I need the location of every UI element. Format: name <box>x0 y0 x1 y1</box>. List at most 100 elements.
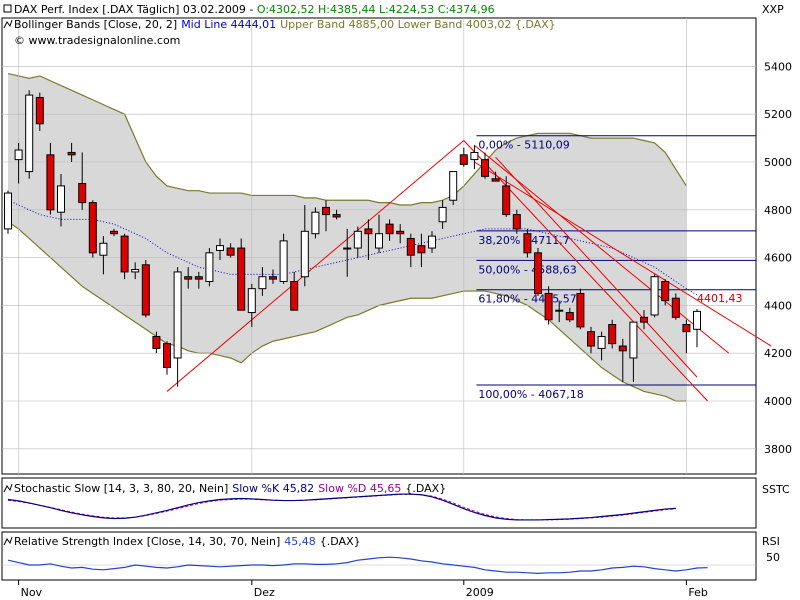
candle-body <box>205 252 214 283</box>
candle-body <box>25 94 34 173</box>
stochastic-panel-frame <box>1 477 757 529</box>
candle-body <box>406 237 415 256</box>
candle-body <box>173 271 182 359</box>
candle-body <box>322 206 330 216</box>
main-panel-frame <box>1 17 757 475</box>
trend-line <box>495 156 698 378</box>
candle-body <box>428 235 436 249</box>
candle-body <box>343 247 352 250</box>
candle-body <box>4 192 12 230</box>
copyright-line: © www.tradesignalonline.com <box>14 34 180 47</box>
candle-body <box>152 335 161 349</box>
candle-body <box>226 247 235 256</box>
candle-body <box>650 276 659 316</box>
price-axis: 5400 5200 5000 4800 4600 4400 4200 4000 3800 <box>764 60 792 455</box>
rsi-icon <box>3 536 13 546</box>
date-tick-label: Nov <box>21 586 43 599</box>
date-tick-label: Dez <box>254 586 275 599</box>
candle-body <box>682 324 691 333</box>
candle-body <box>247 288 256 314</box>
rsi-tick-50: 50 <box>766 551 780 564</box>
stochastic-legend: Stochastic Slow [14, 3, 3, 80, 20, Nein]… <box>14 482 446 495</box>
price-tick-label: 3800 <box>764 443 792 456</box>
date-tick-label: Feb <box>688 586 707 599</box>
candle-body <box>332 214 341 218</box>
candle-body <box>279 240 288 282</box>
candle-body <box>163 343 171 369</box>
candle-body <box>597 335 606 349</box>
candle-body <box>544 292 553 321</box>
symbol-label: XXP <box>762 3 784 16</box>
rsi-panel-frame <box>1 531 757 581</box>
candle-body <box>67 151 76 156</box>
candle-body <box>46 154 55 211</box>
price-tick-label: 4000 <box>764 395 792 408</box>
rsi-plot <box>2 556 756 575</box>
candle-body <box>438 206 447 223</box>
candle-body <box>629 321 638 359</box>
candle-body <box>671 297 680 318</box>
candle-body <box>576 292 585 328</box>
date-tick-label: 2009 <box>466 586 494 599</box>
price-tick-label: 5400 <box>764 60 792 73</box>
stochastic-k-line <box>7 493 676 521</box>
trend-line <box>463 140 708 402</box>
candle-body <box>555 309 564 312</box>
bollinger-legend: Bollinger Bands [Close, 20, 2] Mid Line 4… <box>14 18 556 31</box>
price-tick-label: 4800 <box>764 204 792 217</box>
candle-body <box>587 331 595 347</box>
candle-body <box>364 228 373 235</box>
rsi-line <box>7 556 708 575</box>
candle-body <box>565 312 574 321</box>
fib-level-label: 100,00% - 4067,18 <box>478 388 583 401</box>
candle-body <box>502 185 511 216</box>
candle-body <box>385 223 394 235</box>
candle-body <box>417 245 426 254</box>
candle-body <box>481 159 489 177</box>
candle-body <box>459 154 468 165</box>
candle-body <box>449 171 458 201</box>
last-price-label: 4401,43 <box>697 292 743 305</box>
candle-body <box>693 310 701 330</box>
candle-body <box>300 230 309 278</box>
candle-body <box>99 242 108 256</box>
price-tick-label: 4200 <box>764 347 792 360</box>
bollinger-lower-band <box>7 221 687 402</box>
candle-body <box>184 276 193 280</box>
candle-body <box>141 264 150 316</box>
candle-body <box>120 235 129 273</box>
candle-body <box>396 230 405 235</box>
candle-body <box>14 149 23 161</box>
candle-body <box>491 178 500 182</box>
candle-body <box>640 316 648 323</box>
stochastic-axis-label: SSTC <box>762 483 790 496</box>
bollinger-upper-band <box>7 72 687 206</box>
price-tick-label: 5000 <box>764 156 792 169</box>
stochastic-plot <box>7 493 676 521</box>
candle-body <box>470 151 479 161</box>
candle-body <box>608 324 617 345</box>
candle-body <box>618 345 627 352</box>
bollinger-icon <box>3 19 13 29</box>
candle-body <box>258 276 267 290</box>
date-axis: Nov Dez 2009 Feb <box>18 580 708 599</box>
candle-body <box>35 96 44 125</box>
candle-body <box>512 214 521 230</box>
candle-body <box>194 276 203 280</box>
candle-body <box>110 230 118 235</box>
candle-body <box>534 252 542 294</box>
fib-level-label: 50,00% - 4588,63 <box>478 263 576 276</box>
stochastic-icon <box>3 483 13 493</box>
fib-level-label: 61,80% - 4465,57 <box>478 293 576 306</box>
candle-body <box>237 247 246 311</box>
price-tick-label: 4600 <box>764 252 792 265</box>
price-tick-label: 5200 <box>764 108 792 121</box>
rsi-axis-label: RSI <box>762 535 780 548</box>
candle-body <box>375 233 383 249</box>
price-tick-label: 4400 <box>764 299 792 312</box>
rsi-legend: Relative Strength Index [Close, 14, 30, … <box>14 535 361 548</box>
trend-line <box>474 161 772 347</box>
candle-body <box>216 245 224 251</box>
